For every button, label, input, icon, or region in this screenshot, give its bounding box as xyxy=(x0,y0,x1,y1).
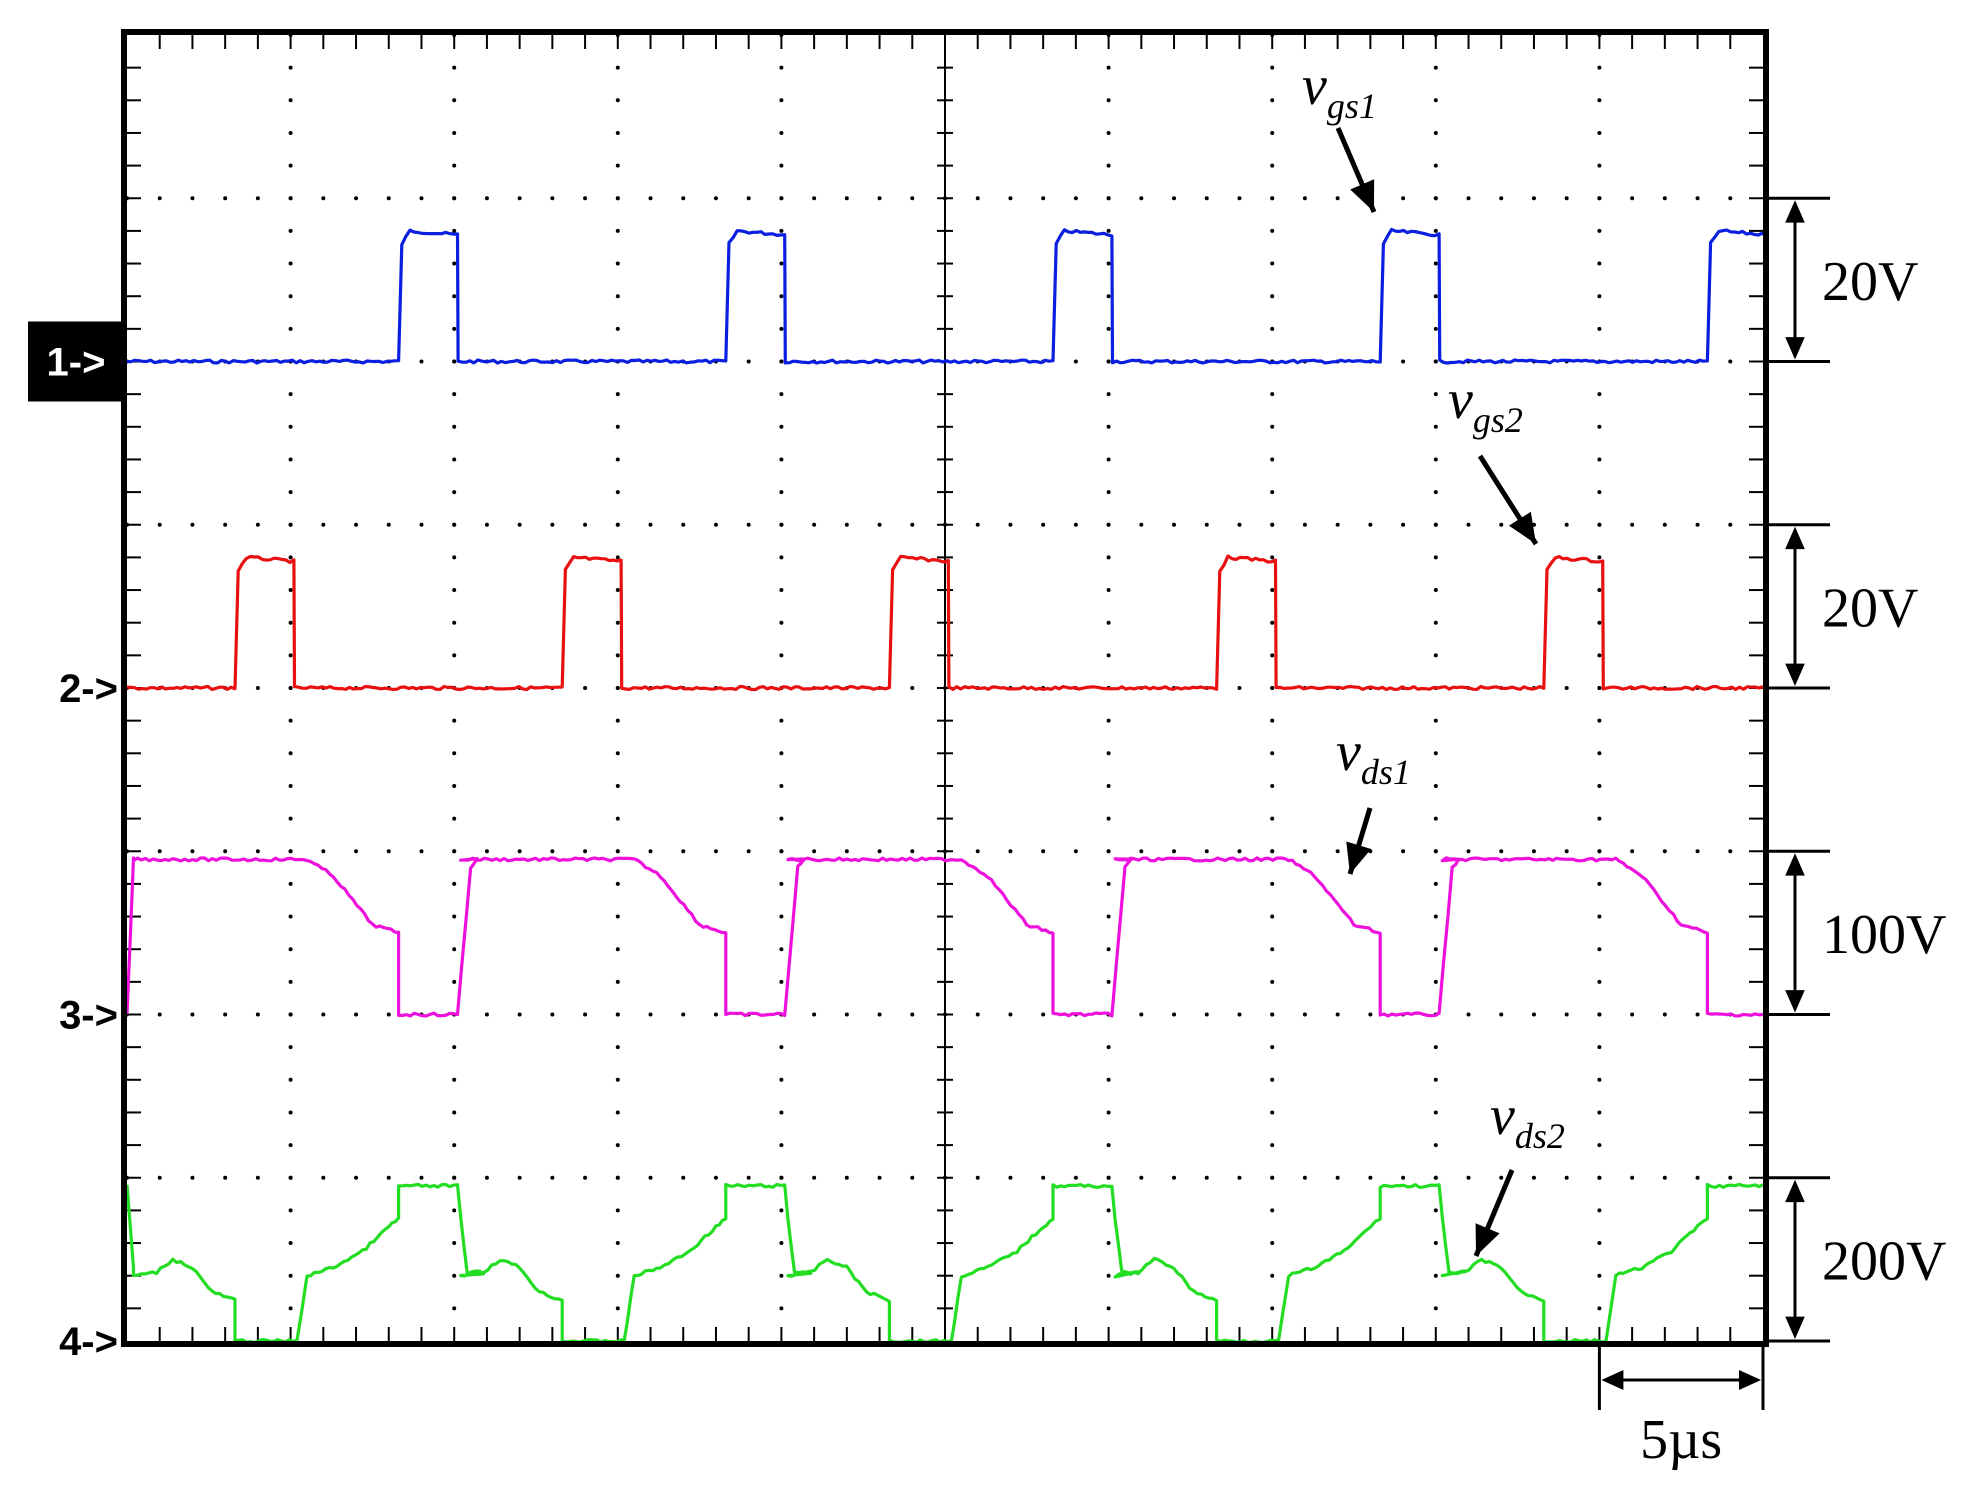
trace-label-sub: ds2 xyxy=(1515,1116,1565,1156)
channel-marker-4: 4-> xyxy=(59,1320,118,1364)
channel-markers: 1-> 2-> 3-> 4-> xyxy=(28,321,124,1364)
trace-label-arrow-head xyxy=(1475,1223,1500,1256)
trace-vds1 xyxy=(125,856,1764,1018)
arrow-head xyxy=(1785,200,1805,223)
channel-marker-1: 1-> xyxy=(47,341,106,385)
timebase-indicator: 5µs xyxy=(1597,1341,1765,1471)
trace-label-vds1: vds1 xyxy=(1336,721,1411,792)
scale-label-vgs2: 20V xyxy=(1822,577,1918,639)
arrow-head xyxy=(1785,337,1805,360)
arrow-head xyxy=(1785,526,1805,550)
trace-vgs1 xyxy=(126,227,1769,365)
scale-label-vds1: 100V xyxy=(1822,904,1946,966)
arrow-head xyxy=(1601,1370,1624,1390)
trace-label-sub: ds1 xyxy=(1361,752,1411,792)
trace-label-arrow-head xyxy=(1350,179,1375,212)
arrow-head xyxy=(1739,1370,1761,1390)
channel-marker-box-1 xyxy=(28,321,124,402)
trace-label-main: v xyxy=(1336,721,1361,783)
trace-label-arrow-head xyxy=(1346,841,1372,874)
trace-vgs2 xyxy=(126,554,1764,692)
scale-label-vgs1: 20V xyxy=(1822,251,1918,313)
trace-label-main: v xyxy=(1448,369,1473,431)
trace-label-main: v xyxy=(1490,1085,1515,1147)
channel-marker-3: 3-> xyxy=(59,994,118,1038)
channel-marker-2: 2-> xyxy=(59,667,118,711)
trace-label-vgs1: vgs1 xyxy=(1302,55,1377,126)
trace-label-sub: gs1 xyxy=(1327,86,1377,126)
arrow-head xyxy=(1785,853,1805,876)
trace-label-arrow-head xyxy=(1508,511,1536,544)
trace-label-main: v xyxy=(1302,55,1327,117)
trace-label-vds2: vds2 xyxy=(1490,1085,1565,1156)
scale-label-vds2: 200V xyxy=(1822,1230,1946,1292)
arrow-head xyxy=(1785,990,1805,1013)
arrow-head xyxy=(1785,1316,1805,1339)
trace-label-vgs2: vgs2 xyxy=(1448,369,1523,440)
arrow-head xyxy=(1785,1179,1805,1203)
trace-label-sub: gs2 xyxy=(1473,400,1523,440)
scale-indicators: 20V 20V 100V 200V xyxy=(1763,196,1946,1343)
arrow-head xyxy=(1785,663,1805,686)
timebase-label: 5µs xyxy=(1640,1409,1722,1471)
